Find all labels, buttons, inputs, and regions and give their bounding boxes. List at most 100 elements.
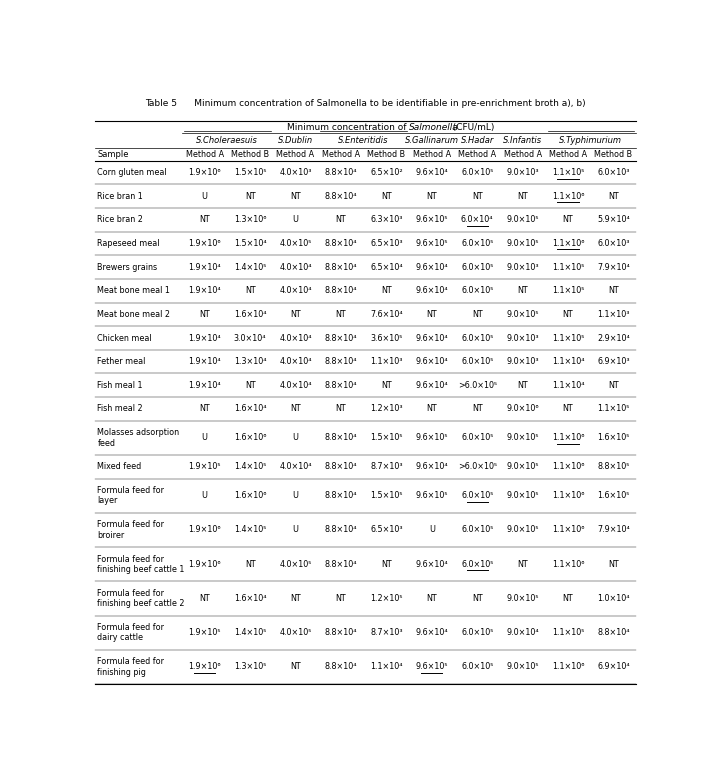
Text: 9.6×10⁵: 9.6×10⁵ <box>416 239 448 248</box>
Text: NT: NT <box>563 215 573 224</box>
Text: 6.0×10⁵: 6.0×10⁵ <box>461 663 493 672</box>
Text: NT: NT <box>200 310 210 319</box>
Text: Method A: Method A <box>458 149 496 159</box>
Text: 6.0×10³: 6.0×10³ <box>597 168 630 177</box>
Text: 9.6×10⁵: 9.6×10⁵ <box>416 215 448 224</box>
Text: NT: NT <box>245 381 255 390</box>
Text: S.Choleraesuis: S.Choleraesuis <box>197 136 258 145</box>
Text: NT: NT <box>563 404 573 413</box>
Text: 9.6×10⁴: 9.6×10⁴ <box>416 381 448 390</box>
Text: 1.9×10⁶: 1.9×10⁶ <box>188 239 221 248</box>
Text: 8.8×10⁴: 8.8×10⁴ <box>324 526 357 534</box>
Text: 1.5×10⁵: 1.5×10⁵ <box>234 168 267 177</box>
Text: NT: NT <box>290 404 301 413</box>
Text: 6.0×10⁵: 6.0×10⁵ <box>461 628 493 637</box>
Text: NT: NT <box>472 192 483 200</box>
Text: 1.1×10⁵: 1.1×10⁵ <box>552 286 584 295</box>
Text: 1.9×10⁶: 1.9×10⁶ <box>188 560 221 569</box>
Text: 9.6×10⁴: 9.6×10⁴ <box>416 168 448 177</box>
Text: NT: NT <box>245 560 255 569</box>
Text: Minimum concentration of: Minimum concentration of <box>287 123 409 132</box>
Text: 5.9×10⁴: 5.9×10⁴ <box>597 215 630 224</box>
Text: NT: NT <box>381 560 391 569</box>
Text: 1.9×10⁵: 1.9×10⁵ <box>188 628 221 637</box>
Text: 1.3×10⁴: 1.3×10⁴ <box>234 357 267 366</box>
Text: 9.6×10⁴: 9.6×10⁴ <box>416 286 448 295</box>
Text: 1.1×10⁵: 1.1×10⁵ <box>552 334 584 343</box>
Text: Meat bone meal 1: Meat bone meal 1 <box>98 286 170 295</box>
Text: 8.8×10⁴: 8.8×10⁴ <box>324 628 357 637</box>
Text: (CFU/mL): (CFU/mL) <box>446 123 494 132</box>
Text: S.Hadar: S.Hadar <box>461 136 494 145</box>
Text: NT: NT <box>200 215 210 224</box>
Text: NT: NT <box>608 560 619 569</box>
Text: 9.6×10⁵: 9.6×10⁵ <box>416 663 448 672</box>
Text: NT: NT <box>290 663 301 672</box>
Text: 1.1×10⁶: 1.1×10⁶ <box>552 239 584 248</box>
Text: 6.9×10³: 6.9×10³ <box>597 357 630 366</box>
Text: 1.1×10⁶: 1.1×10⁶ <box>552 433 584 442</box>
Text: 9.0×10⁵: 9.0×10⁵ <box>506 462 539 471</box>
Text: 9.0×10⁵: 9.0×10⁵ <box>506 215 539 224</box>
Text: 1.9×10⁶: 1.9×10⁶ <box>188 663 221 672</box>
Text: 1.9×10⁴: 1.9×10⁴ <box>188 381 221 390</box>
Text: 1.9×10⁴: 1.9×10⁴ <box>188 286 221 295</box>
Text: 1.4×10⁵: 1.4×10⁵ <box>234 262 266 272</box>
Text: 6.5×10³: 6.5×10³ <box>370 239 403 248</box>
Text: NT: NT <box>290 310 301 319</box>
Text: 8.8×10⁴: 8.8×10⁴ <box>324 239 357 248</box>
Text: 6.0×10⁵: 6.0×10⁵ <box>461 168 493 177</box>
Text: 1.1×10⁶: 1.1×10⁶ <box>552 560 584 569</box>
Text: Chicken meal: Chicken meal <box>98 334 152 343</box>
Text: 8.8×10⁴: 8.8×10⁴ <box>324 491 357 500</box>
Text: 6.5×10⁴: 6.5×10⁴ <box>370 262 403 272</box>
Text: 8.8×10⁴: 8.8×10⁴ <box>324 192 357 200</box>
Text: Formula feed for
layer: Formula feed for layer <box>98 486 165 505</box>
Text: 1.1×10⁶: 1.1×10⁶ <box>552 462 584 471</box>
Text: 3.0×10⁴: 3.0×10⁴ <box>234 334 267 343</box>
Text: 6.0×10³: 6.0×10³ <box>597 239 630 248</box>
Text: 6.0×10⁵: 6.0×10⁵ <box>461 491 493 500</box>
Text: NT: NT <box>245 286 255 295</box>
Text: 1.1×10³: 1.1×10³ <box>370 357 403 366</box>
Text: NT: NT <box>336 404 347 413</box>
Text: 6.3×10³: 6.3×10³ <box>370 215 403 224</box>
Text: 8.8×10⁴: 8.8×10⁴ <box>324 462 357 471</box>
Text: Salmonella: Salmonella <box>409 123 459 132</box>
Text: Method A: Method A <box>503 149 542 159</box>
Text: 1.6×10⁶: 1.6×10⁶ <box>234 433 267 442</box>
Text: NT: NT <box>245 192 255 200</box>
Text: 1.5×10⁵: 1.5×10⁵ <box>370 491 403 500</box>
Text: 9.0×10⁵: 9.0×10⁵ <box>506 310 539 319</box>
Text: 1.9×10⁴: 1.9×10⁴ <box>188 262 221 272</box>
Text: 6.0×10⁵: 6.0×10⁵ <box>461 357 493 366</box>
Text: 1.3×10⁶: 1.3×10⁶ <box>234 215 267 224</box>
Text: 1.1×10⁶: 1.1×10⁶ <box>552 663 584 672</box>
Text: 9.0×10³: 9.0×10³ <box>506 168 539 177</box>
Text: Formula feed for
finishing beef cattle 1: Formula feed for finishing beef cattle 1 <box>98 554 185 574</box>
Text: Rapeseed meal: Rapeseed meal <box>98 239 160 248</box>
Text: NT: NT <box>381 192 391 200</box>
Text: 1.1×10⁵: 1.1×10⁵ <box>552 262 584 272</box>
Text: S.Enteritidis: S.Enteritidis <box>339 136 389 145</box>
Text: 1.6×10⁴: 1.6×10⁴ <box>234 594 267 603</box>
Text: 8.8×10⁴: 8.8×10⁴ <box>324 286 357 295</box>
Text: 6.9×10⁴: 6.9×10⁴ <box>597 663 630 672</box>
Text: 9.0×10³: 9.0×10³ <box>506 334 539 343</box>
Text: 9.6×10⁵: 9.6×10⁵ <box>416 491 448 500</box>
Text: 8.8×10⁴: 8.8×10⁴ <box>324 433 357 442</box>
Text: Formula feed for
broirer: Formula feed for broirer <box>98 520 165 539</box>
Text: 7.9×10⁴: 7.9×10⁴ <box>597 262 630 272</box>
Text: 1.6×10⁴: 1.6×10⁴ <box>234 310 267 319</box>
Text: U: U <box>202 433 207 442</box>
Text: 1.4×10⁵: 1.4×10⁵ <box>234 462 266 471</box>
Text: NT: NT <box>472 404 483 413</box>
Text: Formula feed for
dairy cattle: Formula feed for dairy cattle <box>98 623 165 642</box>
Text: 9.0×10⁵: 9.0×10⁵ <box>506 663 539 672</box>
Text: 8.8×10⁵: 8.8×10⁵ <box>597 462 630 471</box>
Text: Meat bone meal 2: Meat bone meal 2 <box>98 310 170 319</box>
Text: 1.1×10⁵: 1.1×10⁵ <box>597 404 630 413</box>
Text: 1.2×10⁵: 1.2×10⁵ <box>370 594 403 603</box>
Text: NT: NT <box>608 381 619 390</box>
Text: 6.0×10⁵: 6.0×10⁵ <box>461 262 493 272</box>
